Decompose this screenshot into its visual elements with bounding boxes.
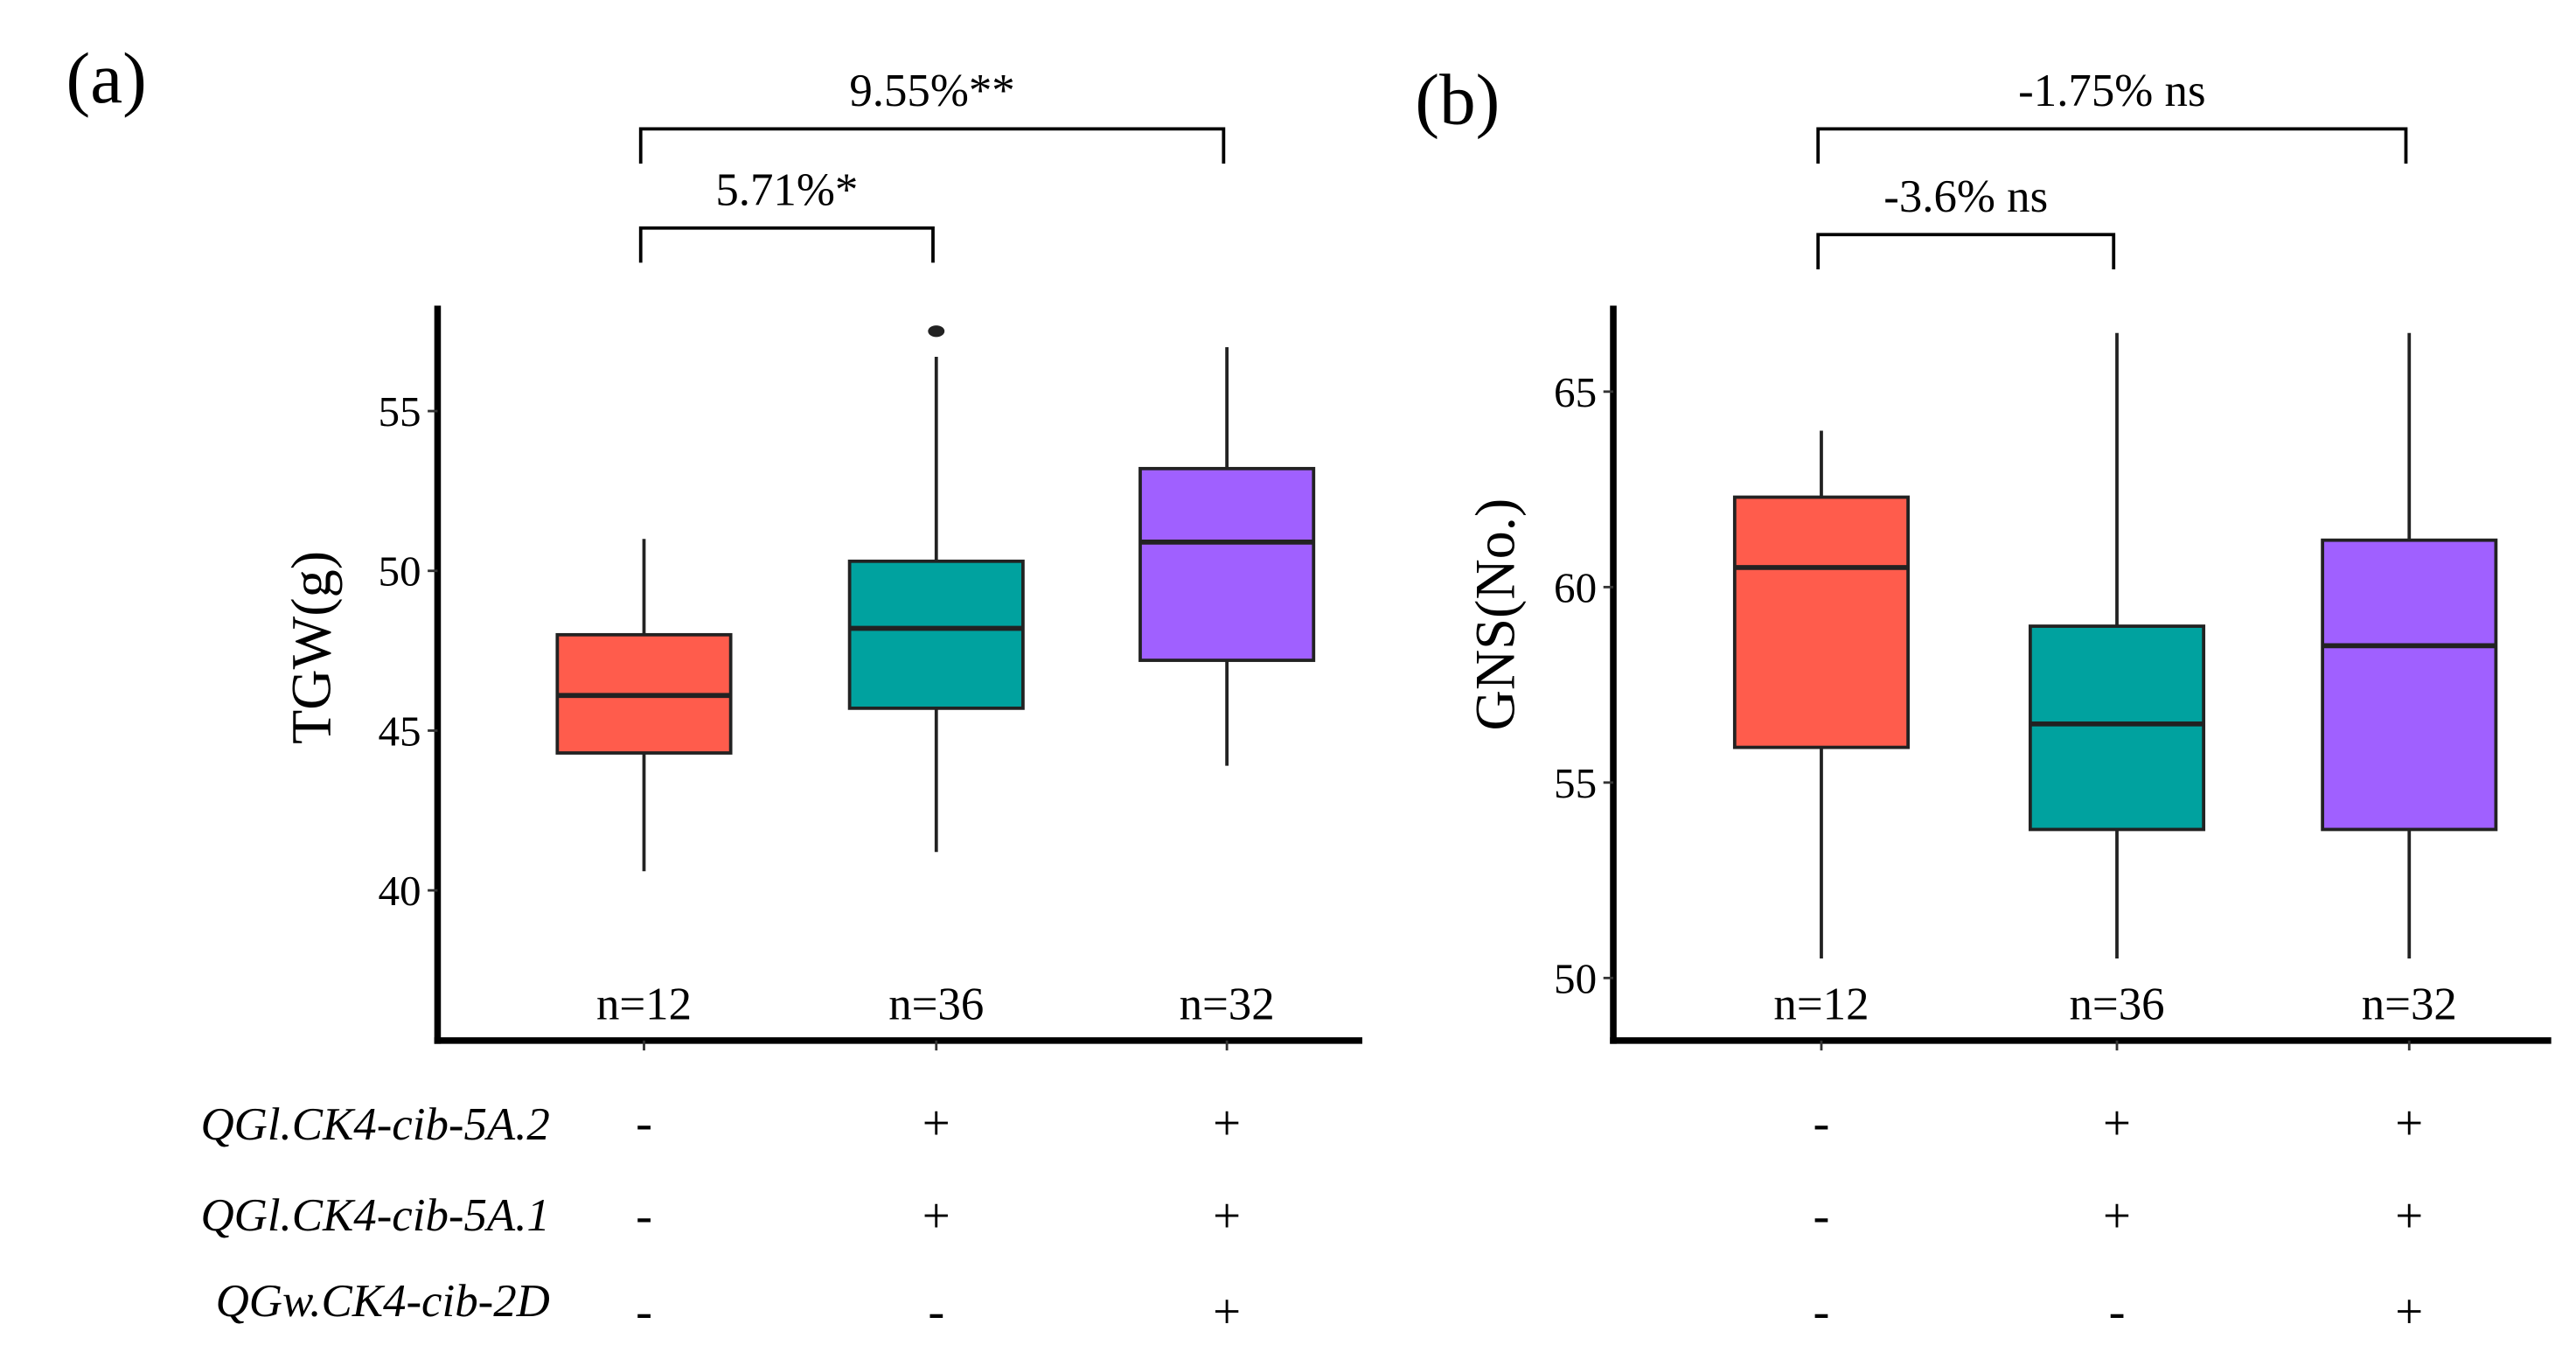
box-iqr: [847, 559, 1025, 710]
significance-label: 9.55%**: [849, 66, 1014, 116]
n-label: n=12: [1773, 979, 1869, 1029]
genotype-sign: -: [636, 1285, 652, 1339]
genotype-sign: +: [2395, 1097, 2423, 1151]
y-tick-label: 55: [378, 387, 421, 436]
panel-label-a: (a): [66, 38, 147, 118]
n-label: n=32: [1180, 979, 1275, 1029]
genotype-sign: +: [2395, 1285, 2423, 1339]
n-label: n=36: [2069, 979, 2164, 1029]
genotype-sign: -: [2109, 1285, 2126, 1339]
genotype-sign: +: [1213, 1189, 1241, 1244]
genotype-sign: +: [1213, 1285, 1241, 1339]
significance-bracket: [638, 127, 1226, 164]
y-tick-label: 50: [1554, 954, 1597, 1002]
y-axis-label-b: GNS(No.): [1465, 498, 1527, 731]
box-iqr: [1732, 495, 1911, 749]
genotype-label: QGl.CK4-cib-5A.1: [201, 1190, 550, 1241]
significance-bracket: [638, 226, 935, 263]
genotype-sign: +: [922, 1097, 950, 1151]
y-tick-label: 60: [1554, 563, 1597, 611]
outlier-point: [928, 325, 945, 338]
significance-label: -1.75% ns: [2018, 66, 2205, 116]
genotype-sign: -: [1814, 1189, 1830, 1244]
genotype-sign: +: [2103, 1189, 2131, 1244]
y-tick-label: 45: [378, 707, 421, 755]
box-iqr: [2028, 624, 2206, 832]
y-axis-label-a: TGW(g): [281, 551, 343, 744]
genotype-sign: -: [1814, 1097, 1830, 1151]
panel-a: (a) TGW(g) 40 45 50 55 n=12 n=36 n=32 5.71%* 9.5…: [66, 38, 1362, 1051]
significance-label: 5.71%*: [715, 164, 858, 215]
genotype-sign: +: [922, 1189, 950, 1244]
genotype-label: QGw.CK4-cib-2D: [216, 1276, 550, 1327]
panel-b: (b) GNS(No.) 50 55 60 65 n=12 n=36 n=32 -3.6% n…: [1415, 59, 2552, 1051]
significance-label: -3.6% ns: [1883, 171, 2048, 222]
box-iqr: [2321, 538, 2498, 832]
genotype-sign: -: [636, 1189, 652, 1244]
y-tick-label: 65: [1554, 368, 1597, 416]
n-label: n=12: [596, 979, 692, 1029]
y-tick-label: 50: [378, 547, 421, 596]
y-tick-label: 40: [378, 867, 421, 915]
significance-bracket: [1816, 233, 2116, 269]
y-tick-label: 55: [1554, 759, 1597, 807]
significance-bracket: [1816, 127, 2408, 164]
genotype-label: QGl.CK4-cib-5A.2: [201, 1099, 550, 1150]
genotype-sign: -: [636, 1097, 652, 1151]
genotype-table: QGl.CK4-cib-5A.2 QGl.CK4-cib-5A.1 QGw.CK…: [201, 1097, 2424, 1339]
genotype-sign: -: [928, 1285, 944, 1339]
n-label: n=36: [888, 979, 984, 1029]
genotype-sign: +: [1213, 1097, 1241, 1151]
n-label: n=32: [2362, 979, 2457, 1029]
genotype-sign: +: [2395, 1189, 2423, 1244]
panel-label-b: (b): [1415, 59, 1500, 140]
genotype-sign: -: [1814, 1285, 1830, 1339]
box-iqr: [1138, 466, 1316, 662]
genotype-sign: +: [2103, 1097, 2131, 1151]
